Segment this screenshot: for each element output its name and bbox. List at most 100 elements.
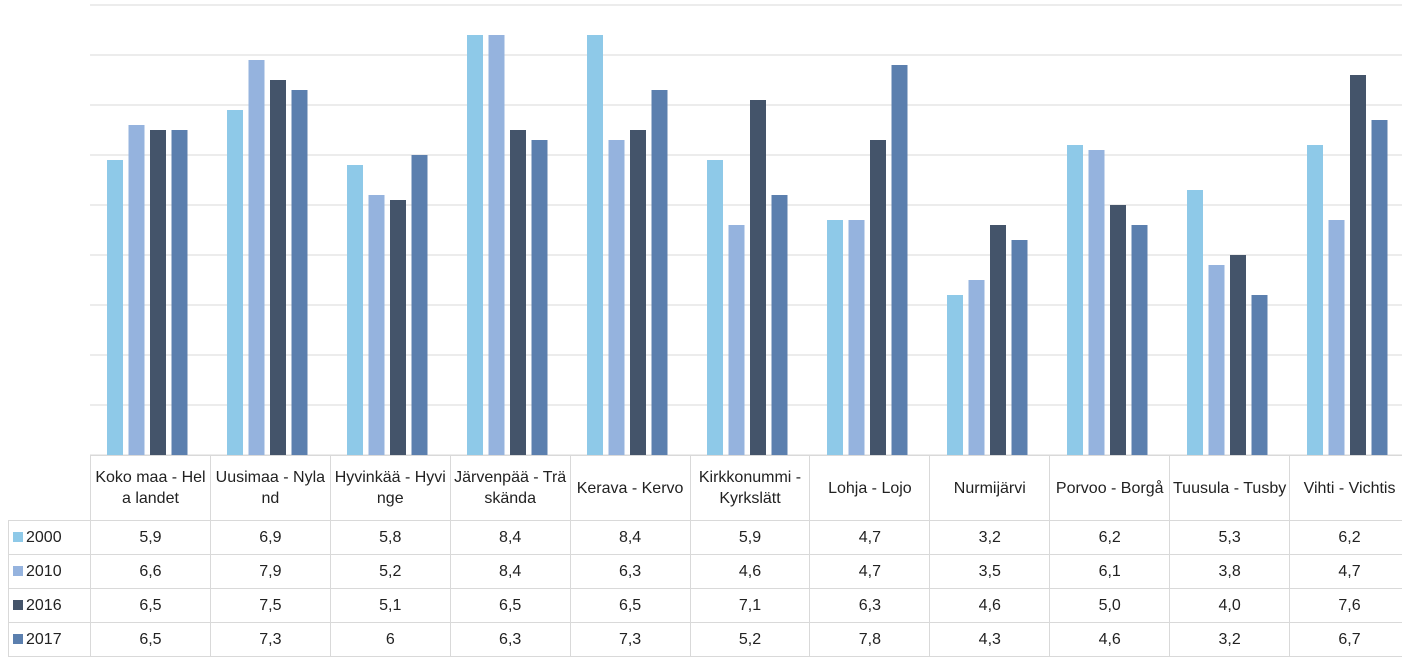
chart — [90, 4, 1402, 456]
value-label: 5,8 — [329, 520, 451, 555]
value-label: 5,9 — [689, 520, 811, 555]
value-label: 8,4 — [449, 520, 571, 555]
bar — [848, 220, 865, 455]
bar — [968, 280, 985, 455]
value-label: 6,6 — [90, 554, 211, 589]
legend-cell: 2010 — [8, 554, 91, 589]
bar — [728, 225, 745, 455]
category-label: Vihti - Vichtis — [1289, 455, 1402, 521]
bar — [608, 140, 625, 455]
bar — [390, 200, 406, 455]
header-row: Koko maa - Hela landet Uusimaa - Nyland Hy… — [8, 455, 1402, 521]
value-label: 6,2 — [1049, 520, 1171, 555]
value-label: 6,5 — [90, 588, 211, 623]
bar — [411, 155, 428, 455]
bar — [150, 130, 166, 455]
value-label: 4,7 — [1289, 554, 1402, 589]
bar — [827, 220, 843, 455]
value-label: 7,3 — [569, 622, 691, 657]
value-label: 7,9 — [209, 554, 331, 589]
bar — [750, 100, 766, 455]
value-label: 6,3 — [809, 588, 931, 623]
bar — [1350, 75, 1366, 455]
bar — [1208, 265, 1225, 455]
bar — [1110, 205, 1126, 455]
category-label: Porvoo - Borgå — [1049, 455, 1171, 521]
value-label: 4,3 — [929, 622, 1051, 657]
value-label: 7,8 — [809, 622, 931, 657]
bar — [347, 165, 363, 455]
value-label: 6,3 — [569, 554, 691, 589]
value-label: 4,7 — [809, 520, 931, 555]
value-label: 5,3 — [1169, 520, 1291, 555]
bar — [1187, 190, 1203, 455]
value-label: 5,1 — [329, 588, 451, 623]
category-label: Nurmijärvi — [929, 455, 1051, 521]
bar — [488, 35, 505, 455]
value-label: 3,2 — [1169, 622, 1291, 657]
legend-cell: 2016 — [8, 588, 91, 623]
category-label: Kirkkonummi - Kyrkslätt — [689, 455, 811, 521]
bar — [1251, 295, 1268, 455]
value-label: 6,5 — [569, 588, 691, 623]
legend-cell: 2017 — [8, 622, 91, 657]
value-label: 7,6 — [1289, 588, 1402, 623]
bar — [291, 90, 308, 455]
legend-swatch — [13, 599, 23, 610]
bar — [128, 125, 145, 455]
bar — [990, 225, 1006, 455]
bar — [1067, 145, 1083, 455]
value-label: 4,6 — [929, 588, 1051, 623]
category-label: Koko maa - Hela landet — [90, 455, 211, 521]
value-label: 6,9 — [209, 520, 331, 555]
bar — [1011, 240, 1028, 455]
value-label: 6,5 — [449, 588, 571, 623]
bar — [531, 140, 548, 455]
bar — [171, 130, 188, 455]
category-label: Kerava - Kervo — [569, 455, 691, 521]
bar — [947, 295, 963, 455]
legend-label: 2017 — [26, 630, 62, 648]
bar — [1371, 120, 1388, 455]
category-label: Hyvinkää - Hyvinge — [329, 455, 451, 521]
bar — [1131, 225, 1148, 455]
data-row: 2000 5,9 6,9 5,8 8,4 8,4 5,9 4,7 3,2 6,2 5,3 6,2 — [8, 520, 1402, 555]
corner-cell — [8, 455, 91, 521]
value-label: 6 — [329, 622, 451, 657]
value-label: 7,1 — [689, 588, 811, 623]
value-label: 5,0 — [1049, 588, 1171, 623]
value-label: 7,3 — [209, 622, 331, 657]
legend-swatch — [13, 565, 23, 576]
data-row: 2010 6,6 7,9 5,2 8,4 6,3 4,6 4,7 3,5 6,1 3,8 4,7 — [8, 554, 1402, 589]
value-label: 6,2 — [1289, 520, 1402, 555]
value-label: 3,5 — [929, 554, 1051, 589]
bar — [107, 160, 123, 455]
value-label: 4,0 — [1169, 588, 1291, 623]
data-table: Koko maa - Hela landet Uusimaa - Nyland Hy… — [8, 455, 1402, 657]
bar — [771, 195, 788, 455]
value-label: 6,7 — [1289, 622, 1402, 657]
value-label: 6,5 — [90, 622, 211, 657]
legend-swatch — [13, 531, 23, 542]
value-label: 3,8 — [1169, 554, 1291, 589]
legend-swatch — [13, 633, 23, 644]
bar — [1328, 220, 1345, 455]
data-row: 2017 6,5 7,3 6 6,3 7,3 5,2 7,8 4,3 4,6 3,2 6,7 — [8, 622, 1402, 657]
bar — [248, 60, 265, 455]
legend-label: 2010 — [26, 562, 62, 580]
value-label: 3,2 — [929, 520, 1051, 555]
bar — [870, 140, 886, 455]
value-label: 6,3 — [449, 622, 571, 657]
category-label: Järvenpää - Träskända — [449, 455, 571, 521]
bar — [651, 90, 668, 455]
value-label: 6,1 — [1049, 554, 1171, 589]
legend-cell: 2000 — [8, 520, 91, 555]
value-label: 5,9 — [90, 520, 211, 555]
value-label: 4,6 — [1049, 622, 1171, 657]
bar — [270, 80, 286, 455]
value-label: 8,4 — [569, 520, 691, 555]
bar — [587, 35, 603, 455]
category-label: Lohja - Lojo — [809, 455, 931, 521]
legend-label: 2000 — [26, 528, 62, 546]
